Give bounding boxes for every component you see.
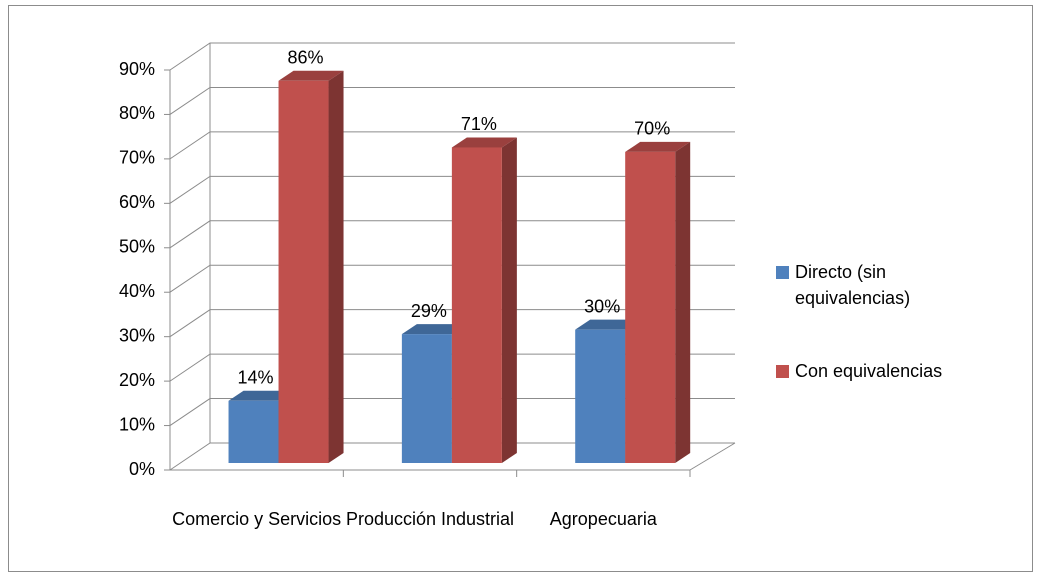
legend-label: Directo (sin equivalencias) — [795, 262, 911, 308]
data-label: 71% — [461, 114, 497, 134]
y-tick-label: 70% — [119, 148, 155, 168]
y-tick-label: 90% — [119, 59, 155, 79]
grid-line — [169, 220, 735, 249]
bar-top — [575, 319, 641, 330]
bar — [625, 151, 676, 463]
bar — [451, 147, 502, 463]
bar-side — [675, 141, 691, 463]
grid-line — [169, 442, 735, 471]
y-tick-label: 60% — [119, 192, 155, 212]
x-tick-label: Producción Industrial — [346, 509, 514, 529]
y-tick-label: 20% — [119, 370, 155, 390]
grid-line — [169, 309, 735, 338]
grid-line — [169, 398, 735, 426]
bar-top — [278, 70, 344, 81]
floor-right — [689, 442, 736, 471]
data-label: 70% — [634, 119, 670, 139]
data-label: 14% — [238, 368, 274, 388]
bar-top — [451, 137, 517, 148]
y-tick-label: 30% — [119, 325, 155, 345]
data-label: 29% — [411, 301, 447, 321]
bar-top — [228, 390, 294, 401]
legend-swatch — [776, 365, 789, 378]
bar — [228, 400, 279, 463]
y-tick-label: 80% — [119, 103, 155, 123]
data-label: 30% — [584, 296, 620, 316]
grid-line — [169, 131, 735, 160]
legend-label: Con equivalencias — [795, 361, 943, 381]
grid-line — [169, 86, 735, 115]
bar-top — [625, 141, 691, 152]
y-tick-label: 40% — [119, 281, 155, 301]
bar-top — [401, 324, 467, 335]
legend-entry: Directo (sin equivalencias) — [776, 259, 1006, 311]
grid-line — [169, 175, 735, 204]
grid-line — [169, 42, 735, 71]
x-tick-label: Agropecuaria — [550, 509, 658, 529]
bar-side — [328, 70, 344, 464]
bar — [575, 329, 626, 463]
y-tick-label: 0% — [129, 459, 155, 479]
x-tick-label: Comercio y Servicios — [172, 509, 341, 529]
bar-side — [501, 137, 517, 463]
data-label: 86% — [288, 48, 324, 68]
y-tick-label: 10% — [119, 414, 155, 434]
y-tick-label: 50% — [119, 237, 155, 257]
bar — [278, 80, 329, 464]
grid-line — [169, 353, 735, 382]
grid-line — [169, 264, 735, 293]
legend-entry: Con equivalencias — [776, 358, 1006, 384]
bar — [401, 334, 452, 463]
legend-swatch — [776, 266, 789, 279]
chart-frame — [8, 5, 1033, 572]
